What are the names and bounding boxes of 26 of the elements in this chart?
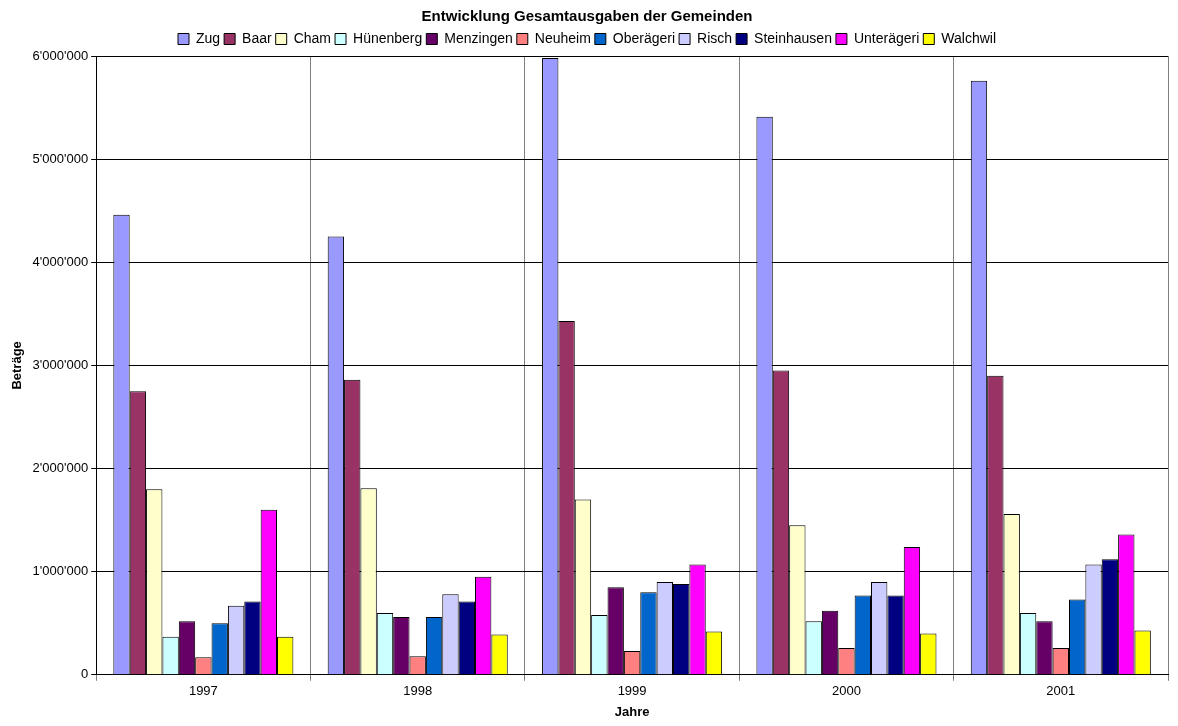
legend-label: Hünenberg (353, 29, 423, 46)
y-axis-title: Beträge (9, 341, 25, 390)
legend-label: Zug (196, 29, 221, 46)
x-tick-label: 2000 (831, 683, 861, 699)
x-tick-label: 1997 (188, 683, 218, 699)
x-tick-label: 1999 (617, 683, 647, 699)
y-tick-label: 5'000'000 (32, 150, 89, 166)
legend-label: Cham (293, 29, 332, 46)
legend-label: Neuheim (534, 29, 591, 46)
legend-label: Menzingen (444, 29, 513, 46)
legend-label: Walchwil (941, 29, 997, 46)
y-tick-label: 0 (80, 666, 89, 682)
x-tick-label: 2001 (1046, 683, 1076, 699)
y-tick-label: 3'000'000 (32, 356, 89, 372)
legend-label: Unterägeri (853, 29, 920, 46)
y-tick-label: 2'000'000 (32, 460, 89, 476)
chart-title: Entwicklung Gesamtausgaben der Gemeinden (421, 7, 753, 25)
legend-label: Baar (242, 29, 273, 46)
y-tick-label: 1'000'000 (32, 563, 89, 579)
x-tick-label: 1998 (403, 683, 433, 699)
x-axis-title: Jahre (614, 703, 650, 719)
y-tick-label: 4'000'000 (32, 253, 89, 269)
legend-label: Steinhausen (754, 29, 832, 46)
legend-label: Risch (697, 29, 733, 46)
legend-label: Oberägeri (612, 29, 676, 46)
y-tick-label: 6'000'000 (32, 47, 89, 63)
